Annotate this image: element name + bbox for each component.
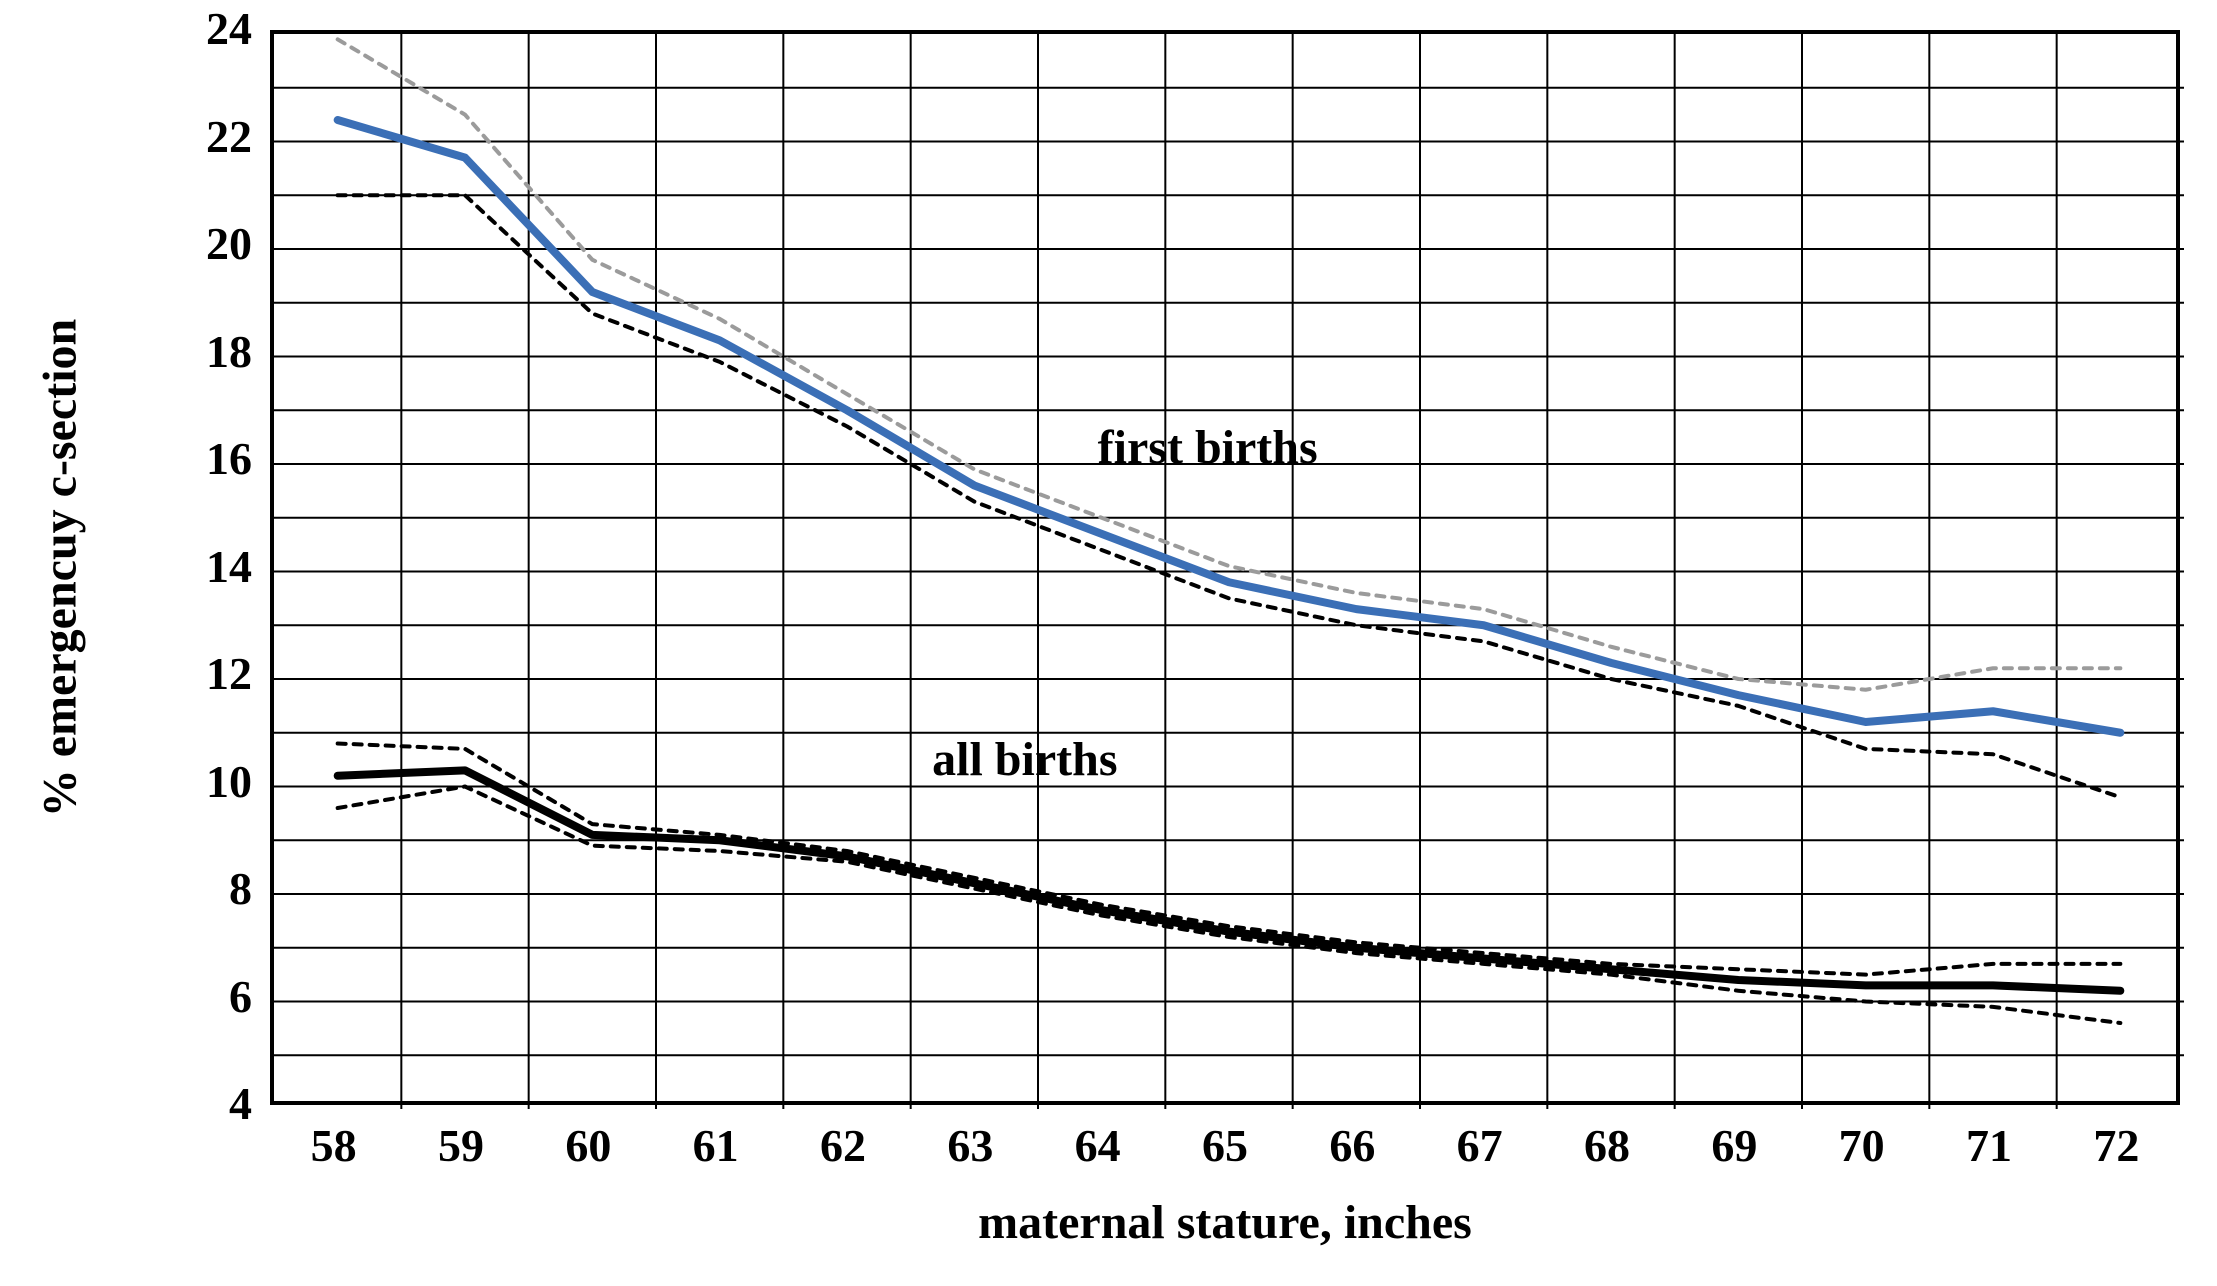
y-tick-label: 18: [206, 325, 252, 378]
y-axis-label: % emergencuy c-section: [33, 318, 88, 817]
x-tick-label: 68: [1584, 1119, 1630, 1172]
series-all-births-main: [338, 770, 2121, 990]
x-tick-label: 64: [1075, 1119, 1121, 1172]
x-tick-label: 59: [438, 1119, 484, 1172]
plot-svg: [274, 34, 2184, 1109]
y-tick-label: 22: [206, 110, 252, 163]
y-tick-label: 20: [206, 217, 252, 270]
x-tick-label: 71: [1966, 1119, 2012, 1172]
y-tick-label: 4: [229, 1077, 252, 1130]
series-label-all-births-main: all births: [932, 732, 1117, 787]
x-tick-label: 62: [820, 1119, 866, 1172]
x-tick-label: 60: [565, 1119, 611, 1172]
x-tick-label: 65: [1202, 1119, 1248, 1172]
y-tick-label: 16: [206, 432, 252, 485]
plot-area: [270, 30, 2180, 1105]
series-first-births-lower: [338, 195, 2121, 797]
series-first-births-upper: [338, 39, 2121, 689]
y-tick-label: 12: [206, 647, 252, 700]
y-tick-label: 10: [206, 755, 252, 808]
chart-container: % emergencuy c-section maternal stature,…: [0, 0, 2217, 1286]
x-tick-label: 72: [2093, 1119, 2139, 1172]
series-label-first-births-main: first births: [1098, 420, 1318, 475]
x-tick-label: 66: [1329, 1119, 1375, 1172]
x-tick-label: 63: [947, 1119, 993, 1172]
series-all-births-upper: [338, 744, 2121, 975]
y-tick-label: 8: [229, 862, 252, 915]
x-tick-label: 70: [1839, 1119, 1885, 1172]
y-tick-label: 6: [229, 970, 252, 1023]
x-axis-label: maternal stature, inches: [978, 1195, 1472, 1250]
x-tick-label: 58: [311, 1119, 357, 1172]
y-tick-label: 14: [206, 540, 252, 593]
y-tick-label: 24: [206, 2, 252, 55]
x-tick-label: 69: [1711, 1119, 1757, 1172]
x-tick-label: 67: [1457, 1119, 1503, 1172]
x-tick-label: 61: [693, 1119, 739, 1172]
